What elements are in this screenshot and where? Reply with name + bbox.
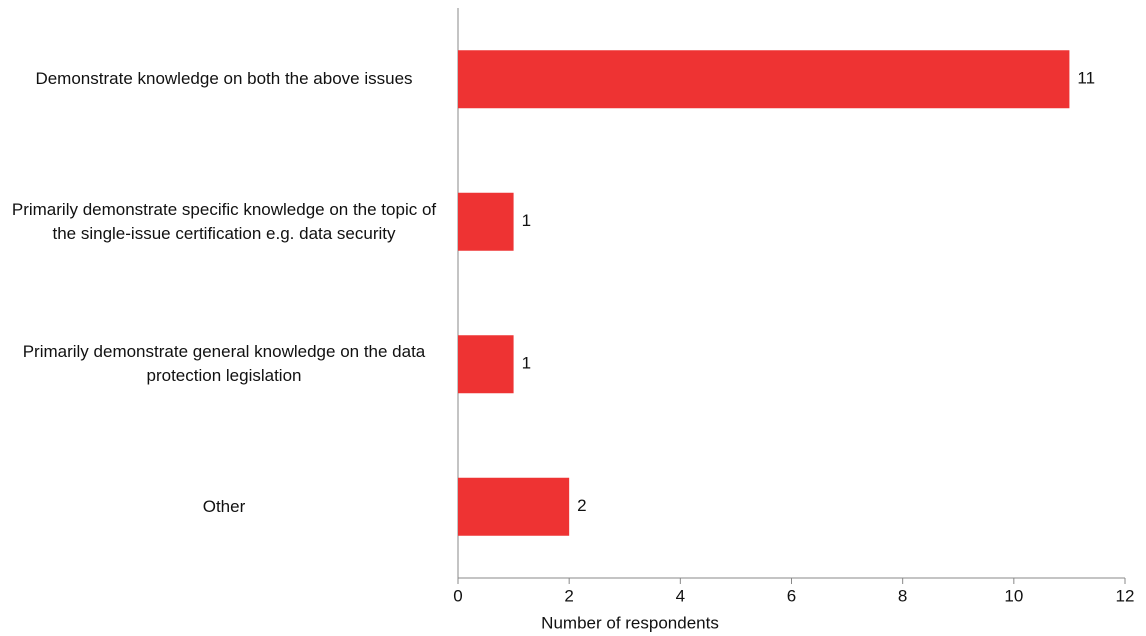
data-label: 1 bbox=[522, 211, 531, 230]
y-tick-label: Other bbox=[202, 496, 246, 516]
y-tick-label: Demonstrate knowledge on both the above … bbox=[35, 69, 413, 89]
x-tick-label: 6 bbox=[787, 586, 796, 605]
bar bbox=[458, 477, 570, 536]
bar bbox=[458, 335, 514, 394]
category-label-box: Demonstrate knowledge on both the above … bbox=[35, 69, 413, 89]
data-label: 2 bbox=[577, 496, 586, 515]
bar bbox=[458, 50, 1070, 109]
category-label-box: Other bbox=[202, 496, 246, 516]
bar bbox=[458, 192, 514, 251]
x-tick-label: 12 bbox=[1116, 586, 1135, 605]
y-tick-label: Primarily demonstrate specific knowledge… bbox=[11, 199, 437, 243]
x-tick-label: 0 bbox=[453, 586, 462, 605]
x-tick-label: 2 bbox=[564, 586, 573, 605]
data-label: 1 bbox=[522, 354, 531, 373]
x-axis-title: Number of respondents bbox=[541, 613, 719, 632]
category-label-box: Primarily demonstrate general knowledge … bbox=[22, 342, 426, 386]
category-label-box: Primarily demonstrate specific knowledge… bbox=[11, 199, 437, 243]
y-tick-label: Primarily demonstrate general knowledge … bbox=[22, 342, 426, 386]
x-tick-label: 10 bbox=[1004, 586, 1023, 605]
data-label: 11 bbox=[1077, 69, 1095, 88]
x-tick-label: 4 bbox=[676, 586, 685, 605]
x-tick-label: 8 bbox=[898, 586, 907, 605]
